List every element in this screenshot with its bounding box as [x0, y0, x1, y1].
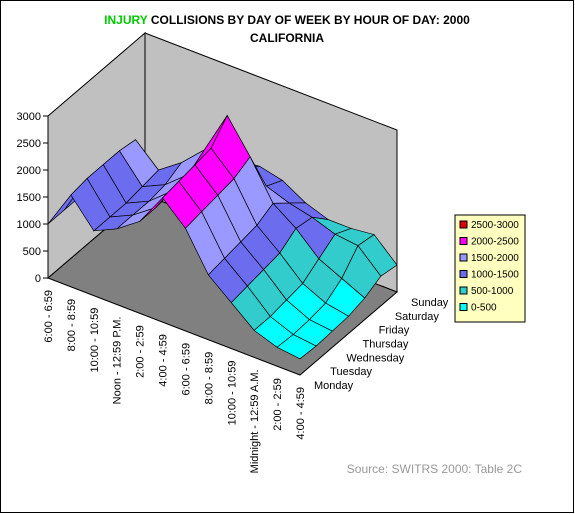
- z-tick-label: 2000: [17, 165, 41, 177]
- x-tick-label: Noon - 12:59 P.M.: [112, 316, 124, 404]
- x-tick-label: Midnight - 12:59 A.M.: [249, 369, 261, 473]
- legend-label: 2500-3000: [471, 220, 519, 231]
- legend-swatch: [459, 253, 468, 262]
- x-tick-label: 8:00 - 8:59: [203, 352, 215, 405]
- y-tick-label: Sunday: [411, 297, 449, 309]
- source-note: Source: SWITRS 2000: Table 2C: [347, 462, 523, 476]
- surface-cell: [276, 334, 317, 360]
- legend-swatch: [459, 237, 468, 245]
- x-tick-label: 10:00 - 10:59: [89, 308, 101, 373]
- title-line: COLLISIONS BY DAY OF WEEK BY HOUR OF DAY…: [151, 13, 470, 27]
- surface: [47, 114, 398, 360]
- x-tick-label: 8:00 - 8:59: [66, 299, 78, 352]
- title-highlight: INJURY: [104, 13, 148, 27]
- legend-swatch: [459, 303, 468, 311]
- chart-title: INJURY COLLISIONS BY DAY OF WEEK BY HOUR…: [104, 13, 470, 27]
- legend-label: 1500-2000: [471, 253, 519, 264]
- legend-label: 0-500: [471, 303, 497, 314]
- z-tick-label: 0: [35, 273, 41, 285]
- z-tick-label: 3000: [17, 111, 41, 123]
- y-tick-label: Wednesday: [346, 352, 404, 364]
- z-tick-label: 500: [23, 246, 41, 258]
- z-tick-label: 1000: [17, 219, 41, 231]
- legend-swatch: [459, 220, 468, 229]
- legend-swatch: [459, 286, 468, 295]
- legend-label: 1000-1500: [471, 270, 519, 281]
- legend-label: 500-1000: [471, 286, 514, 297]
- z-tick-label: 1500: [17, 192, 41, 204]
- y-tick-label: Saturday: [395, 311, 440, 323]
- y-tick-label: Tuesday: [330, 366, 372, 378]
- legend-swatch: [459, 270, 468, 278]
- y-tick-label: Thursday: [363, 339, 409, 351]
- z-tick-label: 2500: [17, 138, 41, 150]
- legend-label: 2000-2500: [471, 237, 519, 248]
- title-line: CALIFORNIA: [250, 31, 324, 45]
- x-tick-label: 4:00 - 4:59: [158, 334, 170, 387]
- x-tick-label: 6:00 - 6:59: [43, 290, 55, 343]
- x-tick-label: 2:00 - 2:59: [272, 378, 284, 431]
- x-tick-label: 4:00 - 4:59: [295, 387, 307, 440]
- x-tick-label: 6:00 - 6:59: [180, 343, 192, 396]
- y-tick-label: Monday: [314, 380, 354, 392]
- x-tick-label: 2:00 - 2:59: [135, 325, 147, 378]
- y-tick-label: Friday: [379, 325, 410, 337]
- x-tick-label: 10:00 - 10:59: [226, 361, 238, 426]
